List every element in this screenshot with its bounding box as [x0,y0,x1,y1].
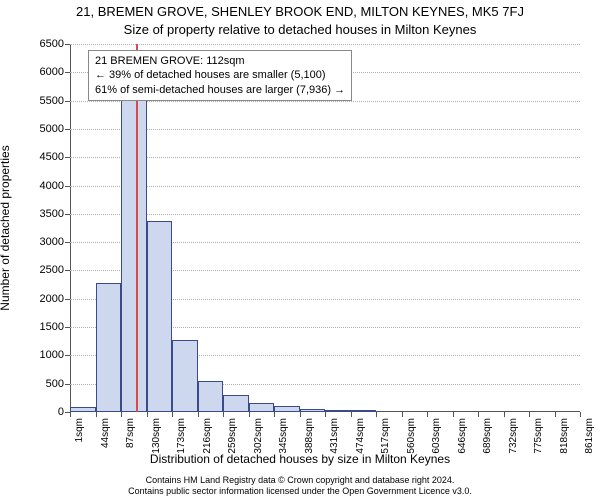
y-tick-label: 3000 [4,236,64,248]
y-tick-label: 4000 [4,180,64,192]
histogram-bar [351,410,377,412]
annotation-box: 21 BREMEN GROVE: 112sqm ← 39% of detache… [88,50,352,101]
y-tick-label: 1500 [4,321,64,333]
x-tick-mark [223,412,224,417]
chart-title-desc: Size of property relative to detached ho… [0,22,600,37]
x-tick-mark [555,412,556,417]
y-tick-label: 2500 [4,264,64,276]
annotation-line2: ← 39% of detached houses are smaller (5,… [95,68,345,82]
footer-text: Contains HM Land Registry data © Crown c… [0,475,600,498]
grid-line [70,157,580,158]
y-tick-label: 1000 [4,349,64,361]
x-tick-mark [376,412,377,417]
histogram-bar [121,95,147,412]
x-tick-mark [147,412,148,417]
x-tick-mark [96,412,97,417]
histogram-bar [223,395,249,412]
y-tick-label: 0 [4,406,64,418]
x-tick-mark [529,412,530,417]
x-tick-mark [478,412,479,417]
chart-title-address: 21, BREMEN GROVE, SHENLEY BROOK END, MIL… [0,4,600,19]
histogram-bar [325,410,351,412]
histogram-bar [172,340,198,412]
x-tick-mark [249,412,250,417]
histogram-bar [70,407,96,412]
histogram-bar [96,283,122,412]
x-tick-mark [351,412,352,417]
histogram-bar [147,221,173,412]
footer-line2: Contains public sector information licen… [0,486,600,497]
x-tick-mark [453,412,454,417]
x-tick-mark [427,412,428,417]
grid-line [70,129,580,130]
x-tick-mark [580,412,581,417]
histogram-bar [249,403,275,412]
x-tick-mark [198,412,199,417]
x-tick-mark [325,412,326,417]
x-tick-mark [172,412,173,417]
x-tick-mark [70,412,71,417]
grid-line [70,44,580,45]
y-tick-label: 2000 [4,293,64,305]
y-axis-label: Number of detached properties [0,145,12,310]
histogram-bar [274,406,300,412]
y-tick-label: 3500 [4,208,64,220]
x-tick-mark [300,412,301,417]
x-tick-mark [504,412,505,417]
chart-container: 21, BREMEN GROVE, SHENLEY BROOK END, MIL… [0,0,600,500]
grid-line [70,186,580,187]
grid-line [70,214,580,215]
y-tick-label: 5500 [4,95,64,107]
y-axis-line [70,44,71,412]
y-tick-label: 6500 [4,38,64,50]
y-tick-label: 6000 [4,66,64,78]
x-axis-label: Distribution of detached houses by size … [0,452,600,466]
histogram-bar [198,381,224,412]
y-tick-label: 500 [4,378,64,390]
x-tick-mark [402,412,403,417]
x-tick-mark [274,412,275,417]
annotation-line1: 21 BREMEN GROVE: 112sqm [95,54,345,68]
y-tick-label: 4500 [4,151,64,163]
histogram-bar [300,409,326,412]
footer-line1: Contains HM Land Registry data © Crown c… [0,475,600,486]
y-tick-label: 5000 [4,123,64,135]
annotation-line3: 61% of semi-detached houses are larger (… [95,83,345,97]
x-tick-mark [121,412,122,417]
